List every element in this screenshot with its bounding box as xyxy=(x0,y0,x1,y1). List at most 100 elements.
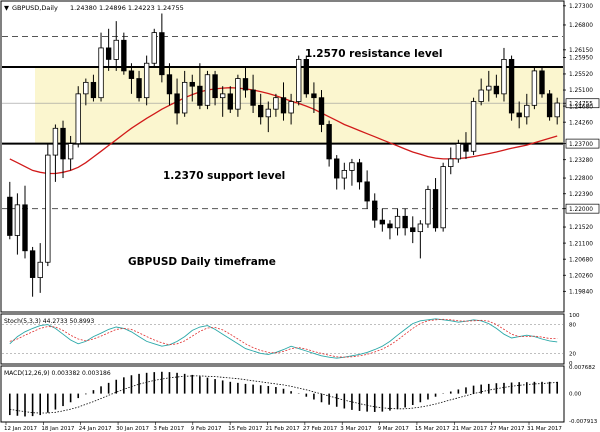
stochastic-tick-label: 80 xyxy=(569,323,576,329)
candle xyxy=(463,132,469,159)
candle xyxy=(280,82,287,121)
candle xyxy=(372,193,378,228)
time-tick-label: 27 Feb 2017 xyxy=(303,426,338,432)
candle xyxy=(235,74,241,117)
candle-body xyxy=(227,93,233,110)
candle xyxy=(341,162,348,190)
candle xyxy=(14,193,21,255)
candle-body xyxy=(524,104,530,118)
candle xyxy=(250,74,256,113)
candle xyxy=(105,28,112,71)
candle xyxy=(311,82,317,113)
price-tick-label: 1.25100 xyxy=(569,88,593,94)
candle-body xyxy=(235,78,241,110)
candle xyxy=(516,101,522,129)
macd-pane: 0.007682 0.00 -0.007913 MACD(12,26,9) 0.00… xyxy=(0,365,598,425)
candle xyxy=(470,97,477,156)
price-tick-label: 1.24755 xyxy=(569,101,593,107)
candle-body xyxy=(52,127,59,156)
candle-body xyxy=(113,39,119,60)
candle-body xyxy=(410,227,416,233)
candle xyxy=(273,93,279,117)
candle xyxy=(478,78,484,106)
time-axis: 12 Jan 2017 18 Jan 2017 24 Jan 2017 30 Jan … xyxy=(4,422,562,432)
time-tick-label: 9 Feb 2017 xyxy=(191,426,222,432)
candle-body xyxy=(75,93,81,145)
candle xyxy=(189,74,195,102)
candle-body xyxy=(174,93,180,114)
support-annotation: 1.2370 support level xyxy=(163,170,285,182)
candle xyxy=(212,70,218,106)
candle xyxy=(67,135,74,171)
candle-body xyxy=(197,85,203,106)
candle xyxy=(7,181,13,240)
candle xyxy=(486,70,492,102)
candle-body xyxy=(394,215,401,229)
candle-body xyxy=(7,196,13,236)
candle-body xyxy=(288,101,294,114)
candle xyxy=(379,208,386,232)
candle-body xyxy=(45,154,51,263)
candle-body xyxy=(128,70,135,79)
candle-body xyxy=(60,127,66,160)
stochastic-signal-line xyxy=(9,318,558,358)
candle-body xyxy=(189,81,195,87)
candle-body xyxy=(425,189,431,225)
candle-body xyxy=(258,104,264,118)
candle xyxy=(326,120,332,167)
candle-body xyxy=(204,74,211,106)
candle-body xyxy=(29,250,36,278)
candle xyxy=(356,158,363,190)
candle-body xyxy=(531,70,538,106)
stochastic-title: Stoch(5,3,3) 44.2733 50.8993 xyxy=(4,318,95,325)
price-tick-label: 1.27300 xyxy=(569,4,593,10)
candle xyxy=(143,55,150,106)
candle xyxy=(417,220,424,259)
candle-body xyxy=(143,62,150,99)
candle xyxy=(508,55,515,121)
candle-body xyxy=(463,143,469,152)
candle xyxy=(531,67,538,110)
candle-body xyxy=(37,261,43,278)
time-tick-label: 12 Jan 2017 xyxy=(4,426,37,432)
stochastic-axis: 100 80 20 0 xyxy=(569,313,580,367)
candle-body xyxy=(166,74,173,95)
candle-body xyxy=(478,89,484,102)
time-tick-label: 15 Mar 2017 xyxy=(415,426,450,432)
price-label-box xyxy=(565,98,600,109)
candle xyxy=(204,70,211,110)
candle-body xyxy=(486,85,492,91)
candle xyxy=(265,101,271,133)
candle-body xyxy=(546,93,553,118)
price-tick-label: 1.25950 xyxy=(569,56,593,62)
candle xyxy=(90,74,97,102)
candle xyxy=(136,70,142,102)
candle xyxy=(121,32,127,75)
macd-histogram xyxy=(9,371,558,417)
candle xyxy=(181,70,188,117)
candle xyxy=(22,185,28,259)
candle-body xyxy=(98,47,104,99)
candle xyxy=(303,55,309,98)
candle xyxy=(394,208,401,236)
candle xyxy=(174,78,180,125)
candle-body xyxy=(105,47,112,60)
candle-body xyxy=(22,204,28,252)
stochastic-tick-label: 20 xyxy=(569,351,576,357)
candle xyxy=(166,63,173,106)
candle xyxy=(410,216,416,244)
candle xyxy=(151,28,157,68)
time-tick-label: 31 Mar 2017 xyxy=(527,426,562,432)
price-tick-label: 1.26800 xyxy=(569,23,593,29)
candle xyxy=(242,67,249,98)
candle xyxy=(524,93,530,125)
candle-body xyxy=(364,181,370,202)
candle-body xyxy=(432,189,439,229)
dashed-level-lines xyxy=(2,35,563,210)
time-tick-label: 21 Feb 2017 xyxy=(266,426,301,432)
time-tick-label: 27 Mar 2017 xyxy=(490,426,525,432)
candle xyxy=(288,93,294,125)
candle-body xyxy=(455,143,462,160)
price-label-box xyxy=(565,138,600,149)
